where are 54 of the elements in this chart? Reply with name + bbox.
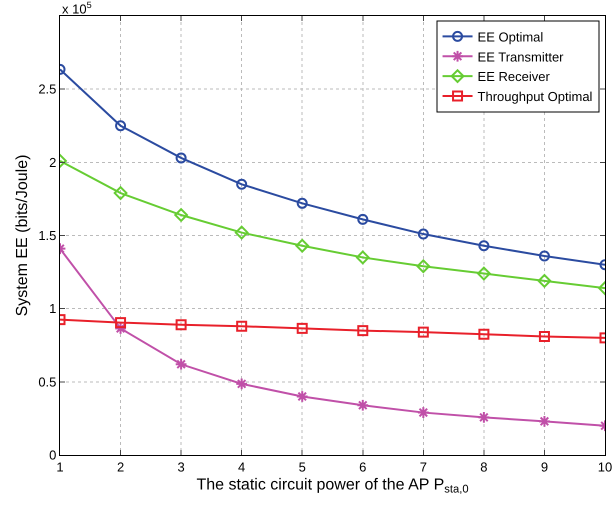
y-tick-label: 1.5 <box>38 228 56 244</box>
point <box>477 266 491 280</box>
x-tick-label: 6 <box>359 460 366 475</box>
point <box>538 330 550 342</box>
x-tick-label: 5 <box>298 460 306 475</box>
y-axis-title: System EE (bits/Joule) <box>14 154 32 316</box>
point <box>416 259 430 274</box>
point <box>234 226 249 240</box>
legend-label: EE Transmitter <box>478 49 564 64</box>
x-tick-label: 4 <box>238 460 246 475</box>
x-tick-label: 7 <box>420 460 427 475</box>
point <box>478 328 490 340</box>
point <box>176 152 187 164</box>
point <box>538 274 552 288</box>
y-tick-label: 2.5 <box>38 82 56 97</box>
point <box>418 326 429 338</box>
x-axis-title: The static circuit power of the AP P$_{sta,0}$ <box>196 476 469 496</box>
point <box>296 390 309 403</box>
x-tick-label: 2 <box>116 460 124 475</box>
x-tick-label: 3 <box>177 460 185 475</box>
y-tick-label: 2 <box>49 154 56 170</box>
legend-label: EE Optimal <box>478 29 544 44</box>
point <box>176 319 187 330</box>
y-tick-label: 0.5 <box>38 374 56 390</box>
y-tick-label: 0 <box>49 448 56 463</box>
point <box>114 186 128 200</box>
point <box>538 250 550 262</box>
point <box>357 214 368 225</box>
point <box>538 414 551 428</box>
x-tick-label: 8 <box>480 460 488 475</box>
legend-label: Throughput Optimal <box>478 89 593 104</box>
x-tick-label: 10 <box>598 460 612 475</box>
point <box>295 238 310 253</box>
point <box>477 410 490 424</box>
point <box>174 358 188 371</box>
point <box>296 322 308 334</box>
point <box>356 250 370 264</box>
point <box>418 228 429 240</box>
x-tick-label: 9 <box>540 460 548 475</box>
point <box>416 406 430 419</box>
annotation: x 10$^{5}$ <box>62 0 92 16</box>
point <box>235 377 248 390</box>
legend-label: EE Receiver <box>478 69 550 84</box>
point <box>174 208 188 222</box>
point <box>478 240 490 252</box>
y-tick-label: 1 <box>49 301 56 316</box>
point <box>296 198 308 209</box>
point <box>115 120 126 132</box>
point <box>114 322 127 335</box>
point <box>357 325 368 336</box>
point <box>236 320 248 332</box>
point <box>356 398 370 412</box>
point <box>236 178 248 190</box>
point <box>115 317 126 328</box>
